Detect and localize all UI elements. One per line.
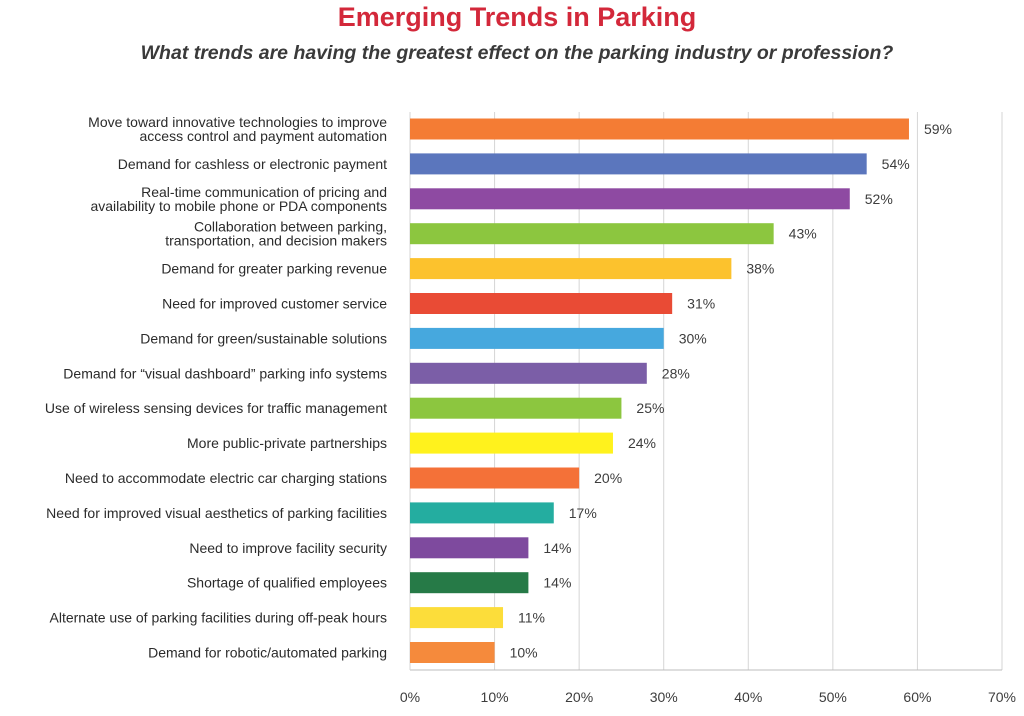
value-label: 14% — [543, 540, 571, 556]
category-label: Alternate use of parking facilities duri… — [50, 610, 388, 626]
value-label: 10% — [510, 645, 538, 661]
bar — [410, 642, 495, 663]
category-label: More public-private partnerships — [187, 435, 387, 451]
value-label: 54% — [882, 156, 910, 172]
category-label: Move toward innovative technologies to i… — [88, 114, 387, 130]
value-label: 31% — [687, 296, 715, 312]
x-tick-label: 70% — [988, 689, 1016, 705]
x-tick-label: 10% — [481, 689, 509, 705]
x-tick-label: 50% — [819, 689, 847, 705]
value-label: 24% — [628, 435, 656, 451]
value-label: 43% — [789, 226, 817, 242]
bar — [410, 537, 529, 559]
bar — [410, 293, 673, 314]
x-tick-label: 30% — [650, 689, 678, 705]
chart-subtitle: What trends are having the greatest effe… — [140, 42, 894, 64]
bar — [410, 502, 554, 524]
x-tick-label: 60% — [903, 689, 931, 705]
bar — [410, 467, 580, 489]
category-label: Demand for cashless or electronic paymen… — [118, 156, 387, 172]
category-label: access control and payment automation — [140, 128, 387, 144]
value-label: 25% — [636, 400, 664, 416]
bar — [410, 432, 613, 454]
bar — [410, 223, 774, 245]
value-label: 30% — [679, 330, 707, 346]
value-label: 59% — [924, 121, 952, 137]
value-label: 11% — [518, 610, 545, 626]
bar — [410, 153, 867, 175]
bar — [410, 188, 850, 210]
bar — [410, 572, 529, 594]
value-label: 28% — [662, 365, 690, 381]
category-label: Use of wireless sensing devices for traf… — [45, 400, 387, 416]
category-label: Need for improved visual aesthetics of p… — [46, 505, 387, 521]
x-tick-label: 20% — [565, 689, 593, 705]
bar — [410, 397, 622, 419]
bar — [410, 118, 909, 140]
bar — [410, 327, 664, 349]
category-label: Demand for “visual dashboard” parking in… — [63, 365, 387, 381]
x-tick-label: 0% — [400, 689, 420, 705]
chart-title: Emerging Trends in Parking — [337, 2, 697, 32]
category-label: Demand for green/sustainable solutions — [140, 330, 387, 346]
value-label: 14% — [543, 575, 571, 591]
category-label: Need to accommodate electric car chargin… — [65, 470, 387, 486]
category-label: Demand for greater parking revenue — [161, 261, 387, 277]
value-label: 38% — [746, 261, 774, 277]
category-label: availability to mobile phone or PDA comp… — [90, 198, 387, 214]
value-label: 20% — [594, 470, 622, 486]
category-label: transportation, and decision makers — [165, 233, 387, 249]
bar — [410, 258, 732, 280]
category-label: Collaboration between parking, — [194, 219, 387, 235]
category-label: Need for improved customer service — [162, 296, 387, 312]
category-label: Need to improve facility security — [189, 540, 387, 556]
bar — [410, 607, 504, 629]
category-label: Shortage of qualified employees — [187, 575, 387, 591]
bar — [410, 362, 647, 384]
category-label: Real-time communication of pricing and — [141, 184, 387, 200]
category-label: Demand for robotic/automated parking — [148, 645, 387, 661]
value-label: 52% — [865, 191, 893, 207]
x-tick-label: 40% — [734, 689, 762, 705]
value-label: 17% — [569, 505, 597, 521]
